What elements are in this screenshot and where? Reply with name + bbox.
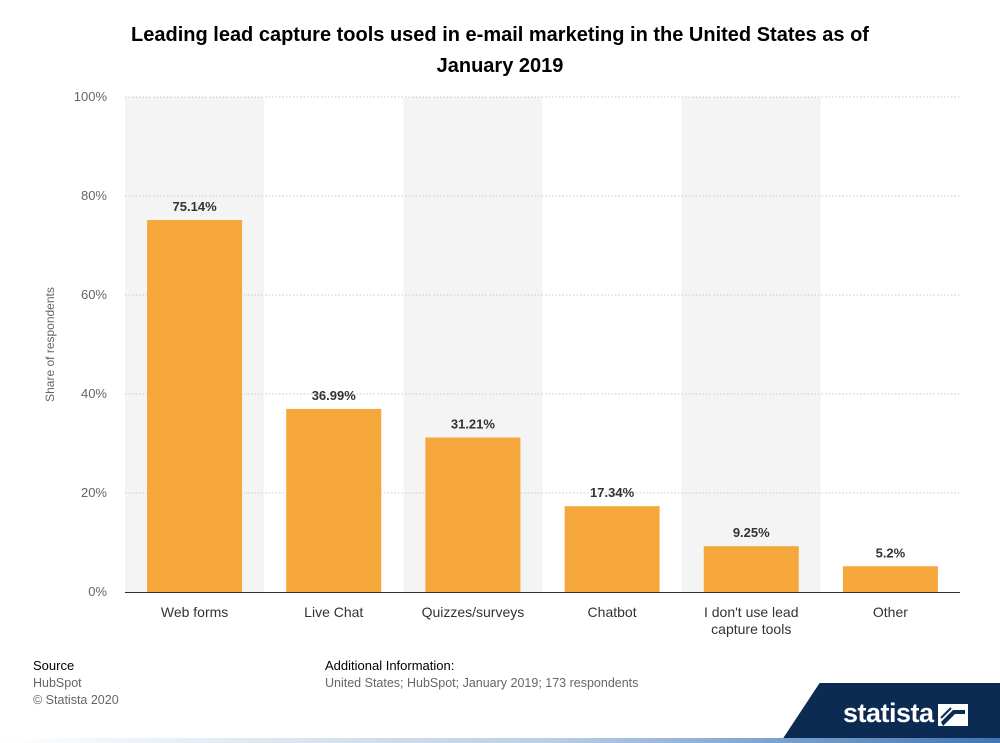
source-heading: Source — [33, 658, 75, 673]
data-label: 31.21% — [451, 417, 496, 432]
x-tick-label: Chatbot — [588, 604, 637, 620]
bar — [564, 506, 660, 592]
y-tick-label: 0% — [88, 584, 107, 599]
data-label: 36.99% — [312, 388, 357, 403]
x-tick-label: Other — [873, 604, 908, 620]
x-tick-label: Live Chat — [304, 604, 363, 620]
x-tick-label: Web forms — [161, 604, 228, 620]
data-labels: 75.14% 36.99% 31.21% 17.34% 9.25% 5.2% — [173, 199, 906, 560]
y-tick-label: 20% — [81, 485, 107, 500]
y-axis-title: Share of respondents — [43, 287, 57, 402]
bar — [842, 566, 938, 592]
alternating-bands — [125, 97, 960, 592]
y-axis-ticks: 0% 20% 40% 60% 80% 100% — [74, 89, 108, 599]
additional-info-text: United States; HubSpot; January 2019; 17… — [325, 676, 639, 690]
y-tick-label: 60% — [81, 287, 107, 302]
category-band — [681, 97, 821, 592]
y-tick-label: 100% — [74, 89, 108, 104]
y-tick-label: 40% — [81, 386, 107, 401]
category-band — [820, 97, 960, 592]
bar — [147, 220, 243, 592]
source-name: HubSpot — [33, 676, 82, 690]
data-label: 75.14% — [173, 199, 218, 214]
chart-title: Leading lead capture tools used in e-mai… — [131, 24, 869, 77]
gridlines — [125, 96, 960, 494]
x-tick-label: Quizzes/surveys — [422, 604, 525, 620]
data-label: 9.25% — [733, 525, 770, 540]
bar-chart: 0% 20% 40% 60% 80% 100% 75.14% 36.99% 31.21% 17.… — [43, 89, 960, 637]
data-label: 5.2% — [876, 545, 906, 560]
x-tick-label: I don't use lead capture tools — [704, 604, 799, 637]
bar — [703, 546, 799, 592]
statista-logo-icon — [938, 704, 968, 726]
brand-stripe — [0, 738, 1000, 743]
bar — [286, 408, 382, 592]
statista-wordmark: statista — [843, 698, 934, 728]
additional-info-heading: Additional Information: — [325, 658, 455, 673]
copyright: © Statista 2020 — [33, 693, 119, 707]
bar — [425, 437, 521, 592]
bars — [147, 220, 938, 592]
y-tick-label: 80% — [81, 188, 107, 203]
data-label: 17.34% — [590, 485, 635, 500]
x-axis-ticks: Web forms Live Chat Quizzes/surveys Chatbot… — [161, 604, 908, 637]
